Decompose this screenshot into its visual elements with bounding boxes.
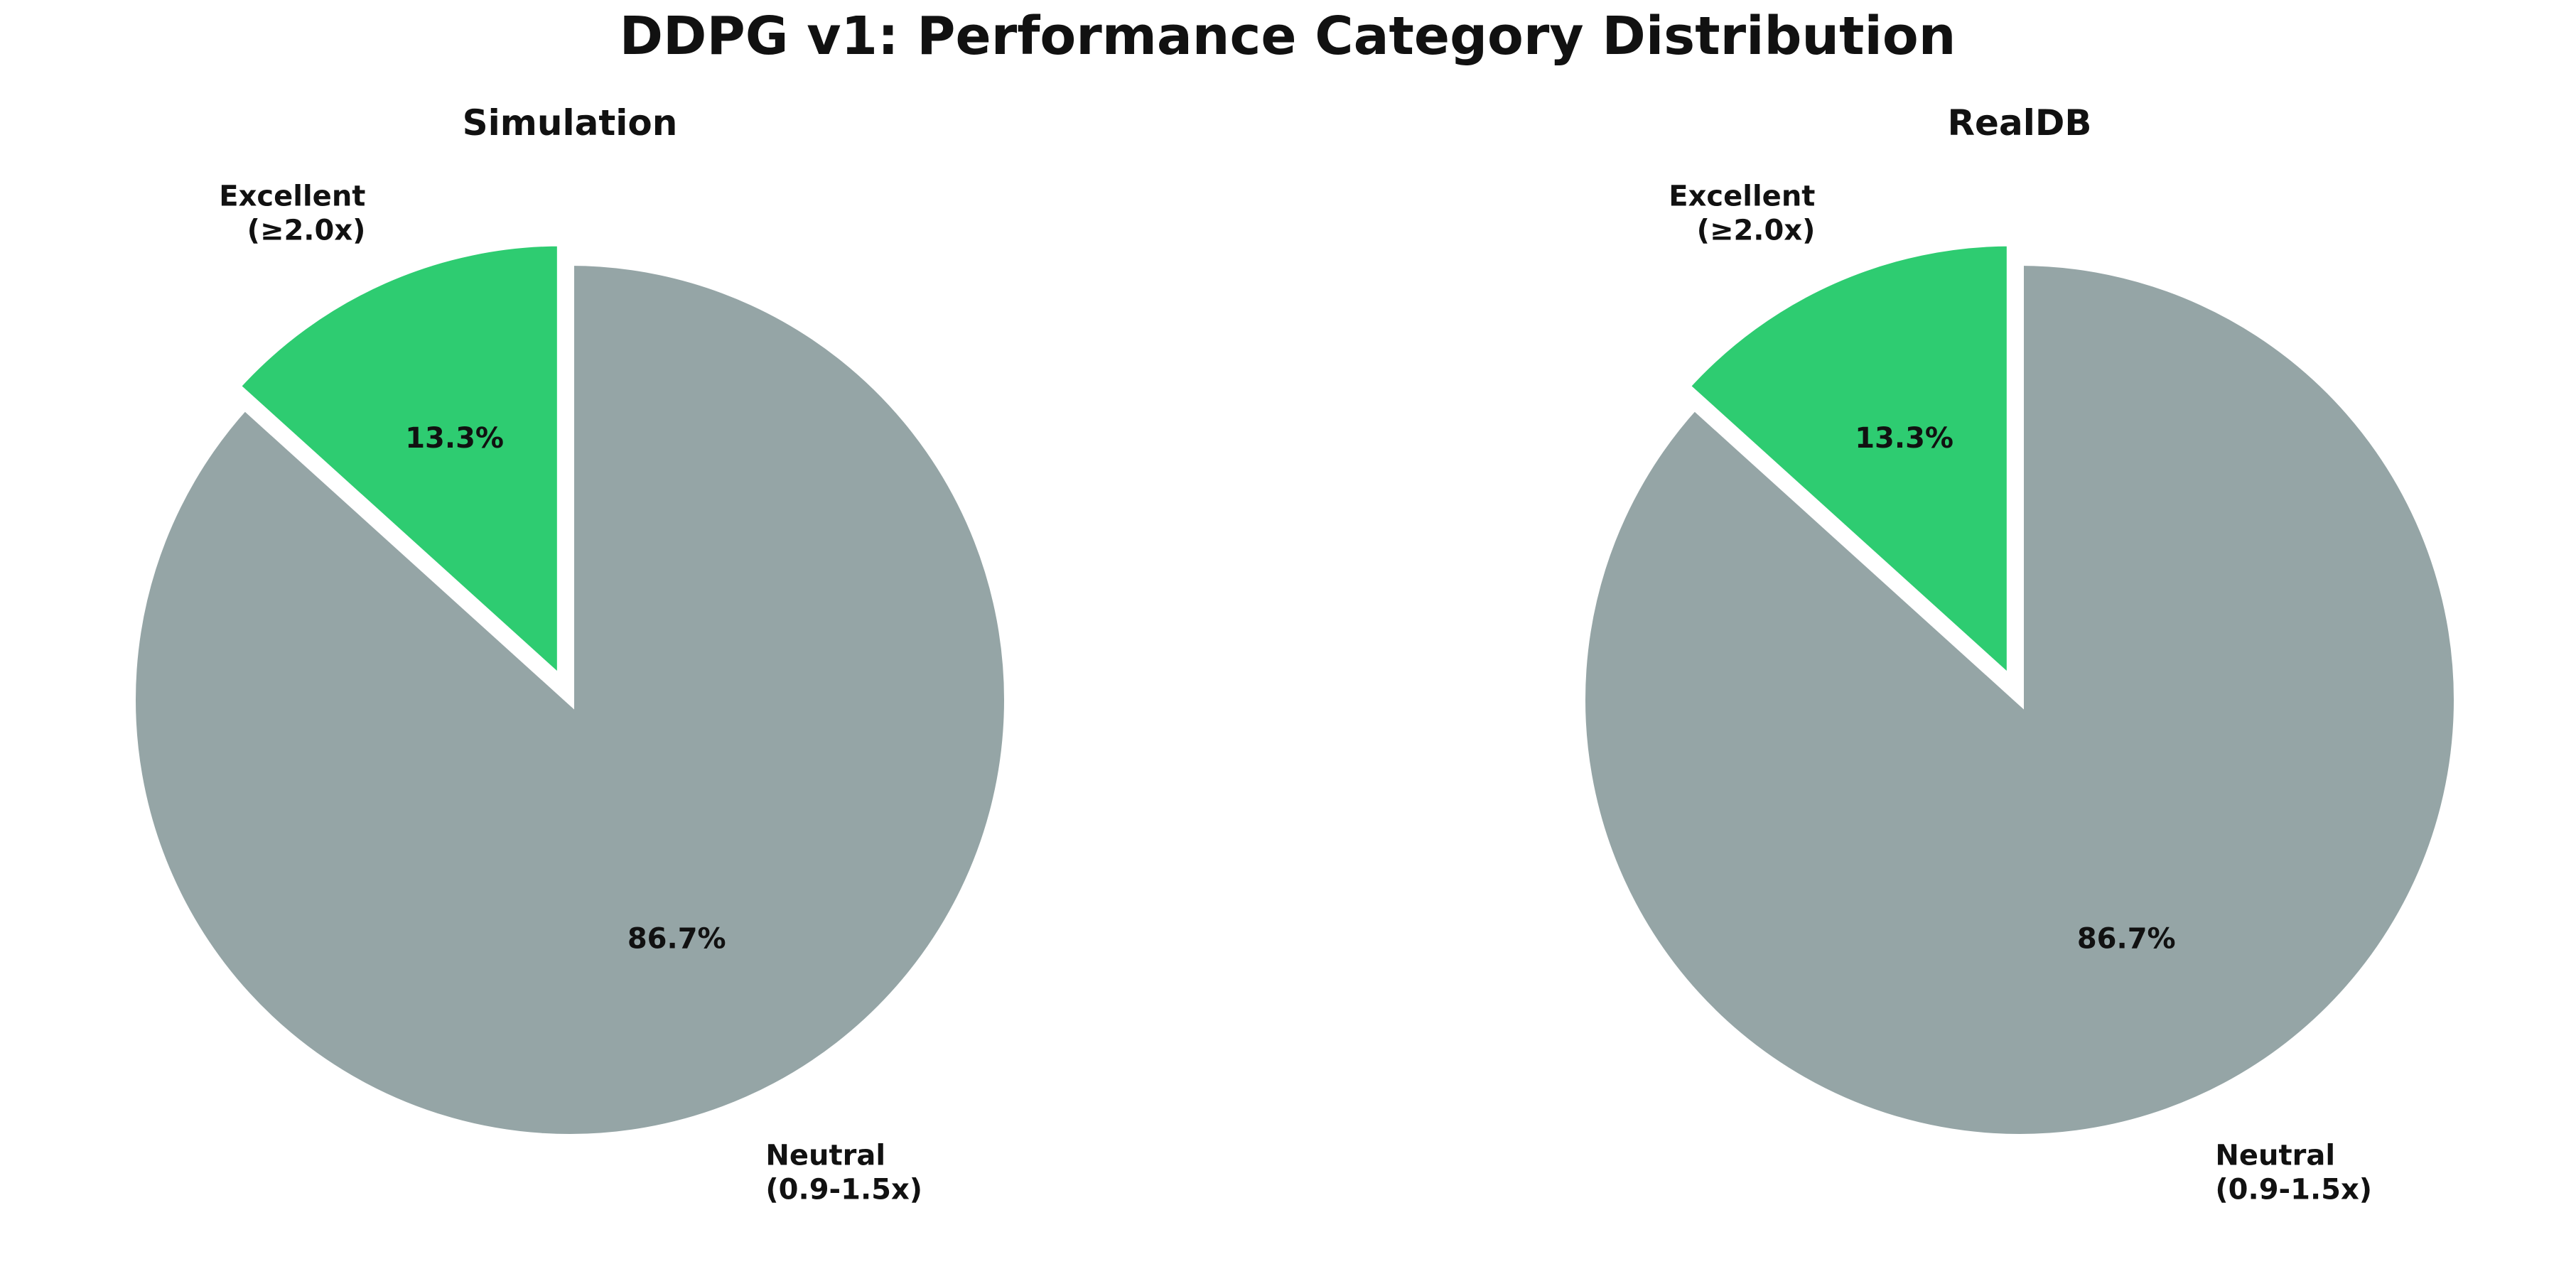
pct-label-neutral-simulation: 86.7% [627,922,726,955]
category-label-line-2: (≥2.0x) [247,214,366,247]
chart-title-realdb: RealDB [1948,102,2092,144]
pie-chart-realdb: RealDB 13.3% Excellent (≥2.0x) 86.7% Neutral… [1577,102,2463,1206]
category-label-line-2: (0.9-1.5x) [2215,1173,2372,1206]
pie-slice-excellent-simulation [230,237,566,691]
pie-chart-simulation: Simulation 13.3% Excellent (≥2.0x) 86.7% Neu… [127,102,1013,1206]
pie-slice-excellent-realdb [1679,237,2015,691]
chart-title-simulation: Simulation [463,102,678,144]
pct-label-neutral-realdb: 86.7% [2077,922,2176,955]
category-label-line-1: Excellent [1669,180,1815,212]
category-label-line-1: Neutral [2215,1139,2335,1172]
category-label-neutral-realdb: Neutral (0.9-1.5x) [2215,1139,2372,1206]
category-label-excellent-realdb: Excellent (≥2.0x) [1669,180,1815,247]
category-label-line-1: Neutral [765,1139,885,1172]
category-label-neutral-simulation: Neutral (0.9-1.5x) [765,1139,922,1206]
category-label-excellent-simulation: Excellent (≥2.0x) [219,180,365,247]
pie-slice-neutral-realdb [1577,256,2463,1143]
pct-label-excellent-simulation: 13.3% [405,422,504,455]
pct-label-excellent-realdb: 13.3% [1855,422,1953,455]
category-label-line-1: Excellent [219,180,365,212]
category-label-line-2: (≥2.0x) [1697,214,1816,247]
figure-title: DDPG v1: Performance Category Distributi… [620,6,1956,67]
category-label-line-2: (0.9-1.5x) [765,1173,922,1206]
pie-slice-neutral-simulation [127,256,1013,1143]
